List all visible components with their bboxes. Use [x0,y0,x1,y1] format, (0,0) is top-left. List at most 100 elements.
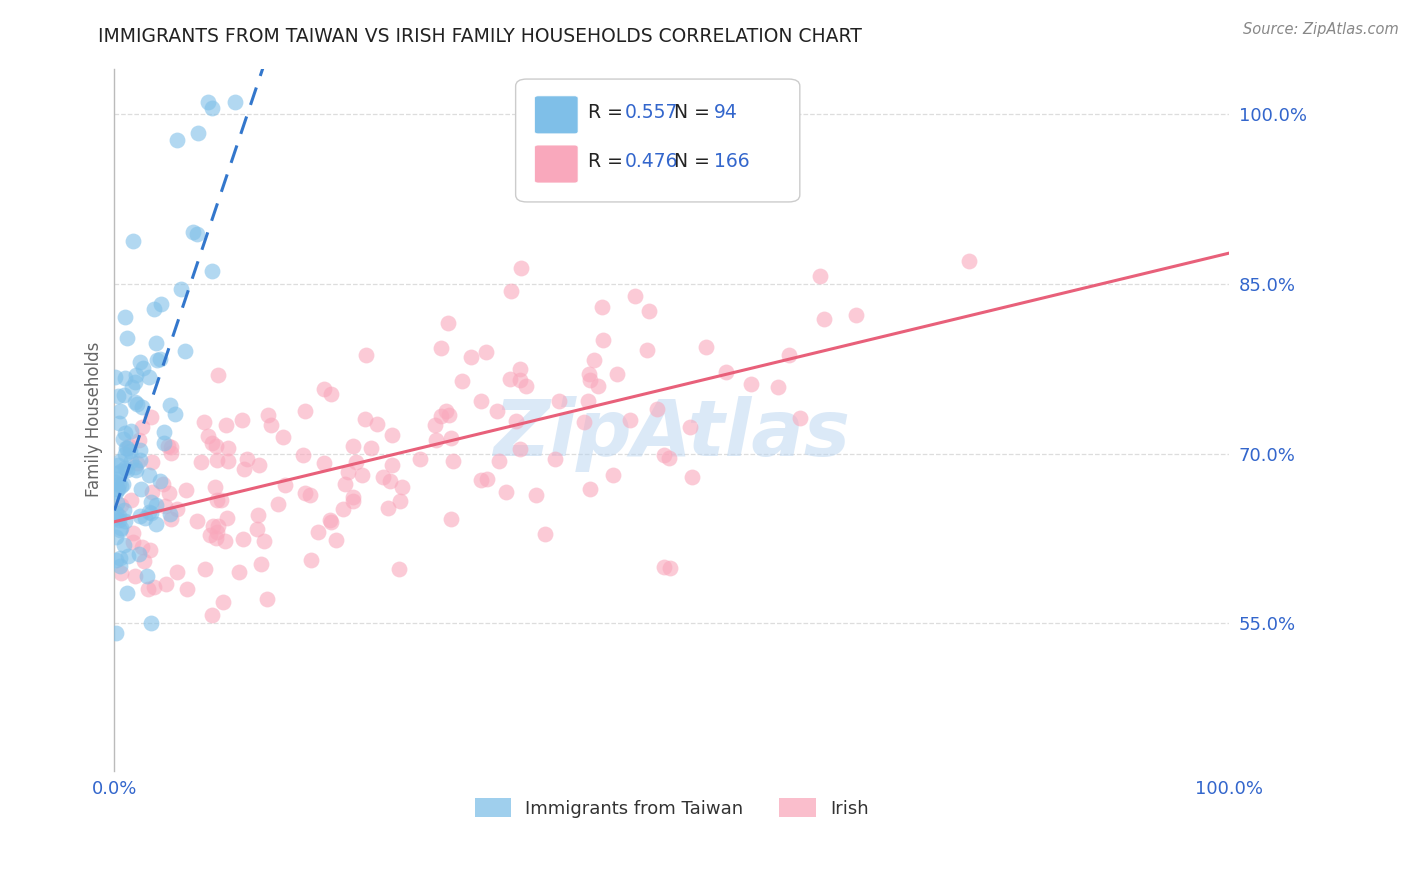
Legend: Immigrants from Taiwan, Irish: Immigrants from Taiwan, Irish [467,791,876,825]
Point [153,425,176,439]
Point [354,411,377,425]
Point [152,476,174,491]
Point [114,514,136,528]
Point [588,379,610,393]
Point [108,550,131,565]
Point [321,515,343,529]
Point [110,479,132,493]
Point [120,454,142,468]
Point [139,543,162,558]
Point [813,312,835,326]
Point [201,518,224,533]
Point [132,554,155,568]
Point [166,565,188,579]
Point [105,496,128,510]
Point [583,352,606,367]
Point [110,498,132,512]
Point [145,499,167,513]
Point [430,409,453,423]
Point [110,523,132,537]
Point [450,375,472,389]
Point [107,417,129,431]
Point [112,538,135,552]
Point [247,508,270,522]
Point [131,540,153,554]
Point [307,524,329,539]
Point [124,460,146,475]
Point [139,506,162,520]
Point [159,398,181,412]
Point [107,458,129,473]
Point [299,553,322,567]
Point [114,310,136,324]
Point [131,420,153,434]
Point [381,428,404,442]
Point [486,404,509,418]
Point [579,373,602,387]
Point [186,514,208,528]
Point [105,467,128,481]
Point [215,510,238,524]
Point [174,483,197,498]
Point [124,569,146,583]
Point [534,527,557,541]
Point [105,472,128,486]
Point [157,439,180,453]
Point [253,534,276,549]
Point [425,417,447,432]
Point [121,535,143,549]
Point [112,388,135,402]
Point [576,393,599,408]
Point [211,493,233,508]
Point [200,436,222,450]
Point [105,482,128,496]
Point [104,511,127,525]
Point [778,348,800,362]
Point [135,569,157,583]
Point [128,509,150,524]
Point [214,534,236,549]
Point [591,300,613,314]
Point [659,560,682,574]
Point [181,225,204,239]
Point [228,566,250,580]
Point [578,368,600,382]
Point [110,566,132,580]
Point [124,376,146,390]
Point [352,468,374,483]
Point [141,455,163,469]
Point [138,369,160,384]
Point [342,490,364,504]
Point [436,316,458,330]
Point [440,431,463,445]
Point [136,582,159,597]
Point [572,415,595,429]
Point [115,331,138,345]
Point [373,470,395,484]
Point [145,516,167,531]
Point [107,389,129,403]
Point [176,582,198,596]
Point [128,433,150,447]
Point [654,448,676,462]
Point [207,368,229,382]
Point [440,512,463,526]
Point [131,361,153,376]
Point [170,282,193,296]
Point [139,410,162,425]
Point [366,417,388,431]
Point [122,234,145,248]
Point [139,615,162,630]
Point [186,227,208,242]
Point [488,453,510,467]
Point [638,304,661,318]
Point [125,368,148,382]
Point [524,488,547,502]
Point [115,441,138,455]
Point [190,455,212,469]
Point [121,493,143,508]
Point [112,503,135,517]
Point [501,284,523,298]
Point [118,439,141,453]
Point [114,460,136,475]
